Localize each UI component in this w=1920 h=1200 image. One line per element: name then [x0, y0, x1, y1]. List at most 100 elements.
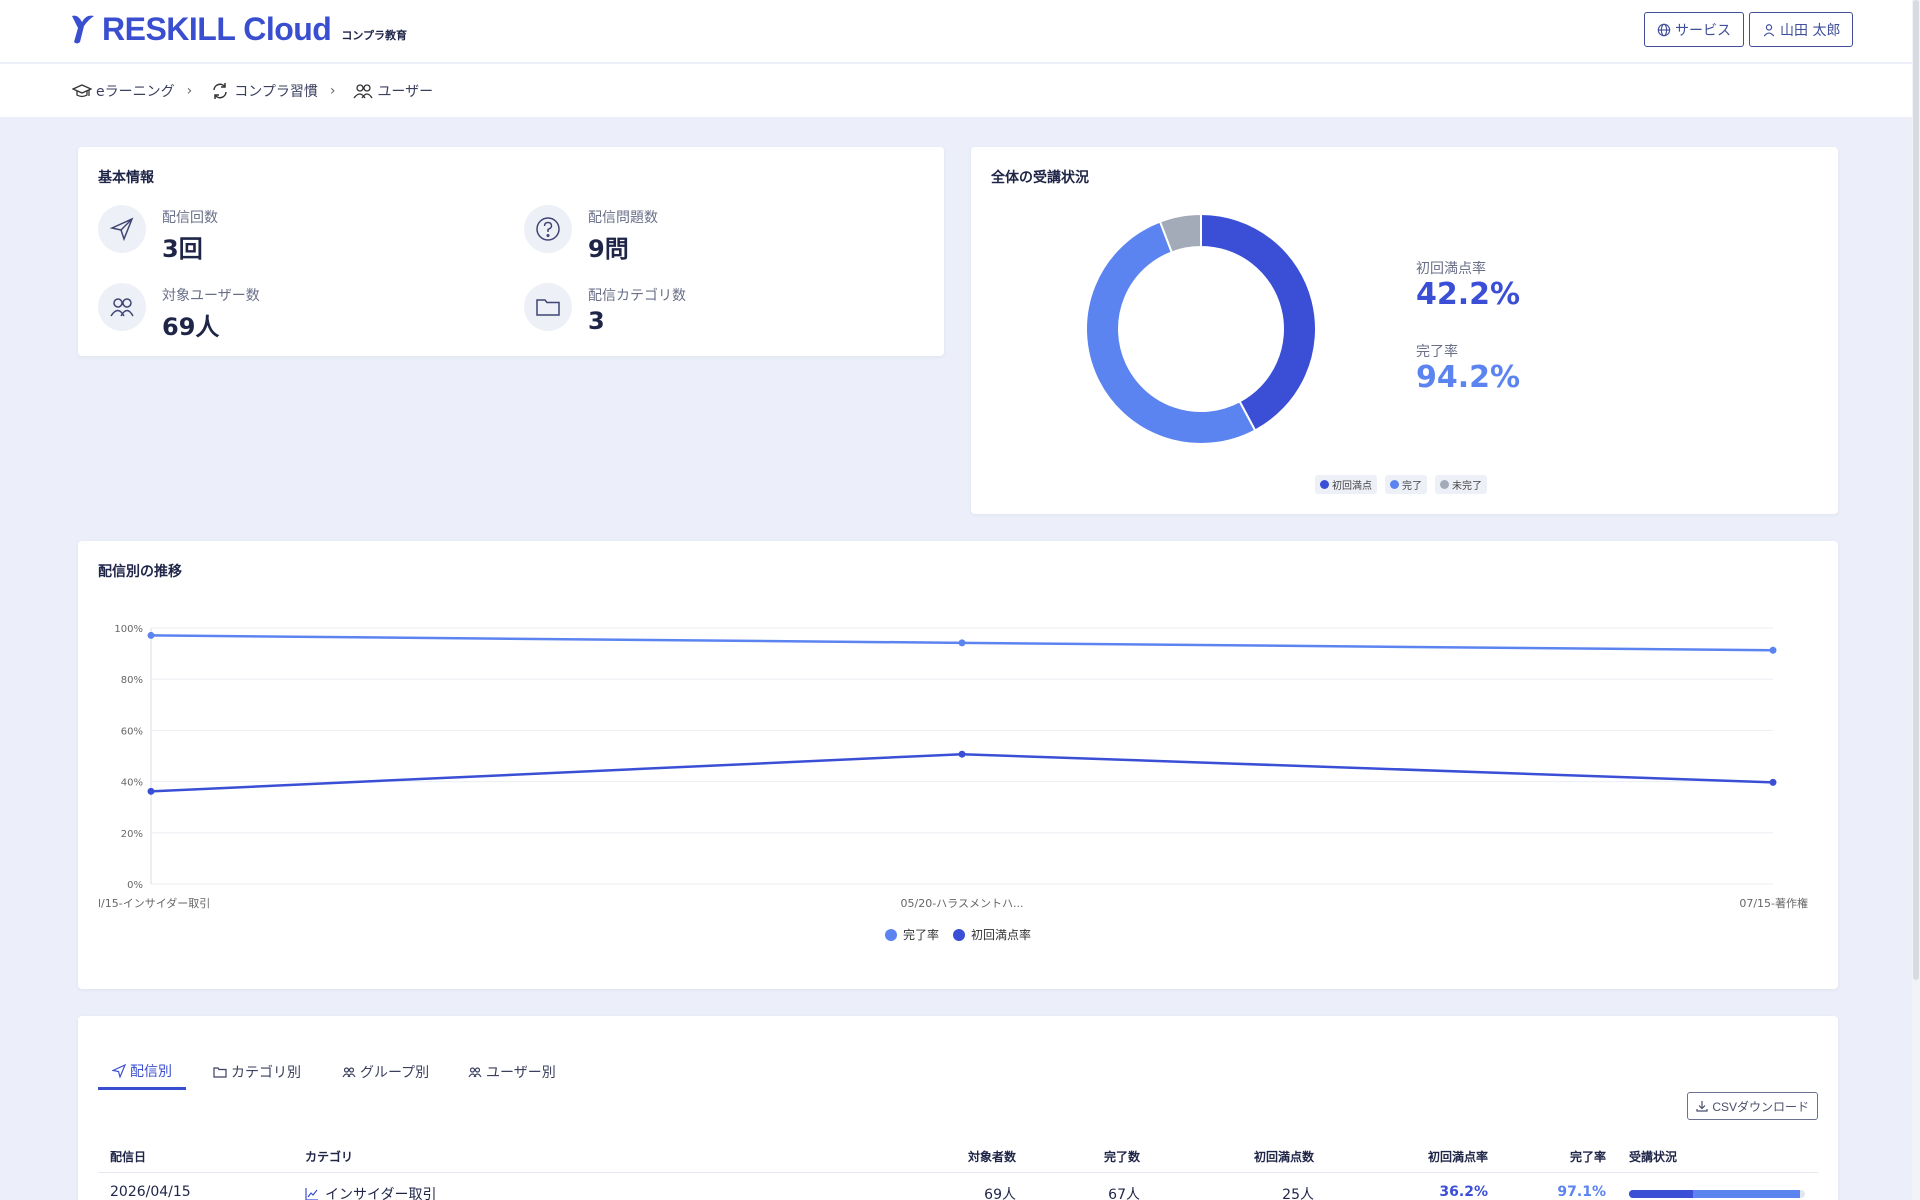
logo-text: RESKILL Cloud: [102, 11, 332, 47]
data-point[interactable]: [958, 639, 966, 647]
top-header: RESKILL Cloud コンプラ教育 サービス 山田 太郎: [0, 0, 1920, 63]
complete-value: 94.2%: [1416, 360, 1521, 395]
tab-by-user[interactable]: ユーザー別: [468, 1054, 556, 1090]
trending-up-icon: [305, 1188, 318, 1200]
stat-label: 対象ユーザー数: [162, 288, 260, 304]
users-icon: [468, 1067, 482, 1078]
legend-label: 完了率: [902, 928, 939, 942]
breadcrumb-compliance[interactable]: コンプラ習慣: [210, 81, 318, 101]
y-tick-label: 100%: [114, 624, 143, 635]
stat-value: 9問: [588, 235, 629, 263]
stat-target-users: 対象ユーザー数 69人: [98, 283, 260, 342]
basic-info-card: 基本情報 配信回数 3回 配信問題数 9問 対象ユーザー数 69人: [78, 147, 944, 356]
progress-first-perfect: [1629, 1190, 1693, 1198]
card-title: 基本情報: [98, 170, 154, 186]
donut-slice-complete[interactable]: [1085, 220, 1257, 445]
download-icon: [1696, 1101, 1708, 1112]
col-header-category[interactable]: カテゴリ: [305, 1150, 354, 1164]
users-icon: [342, 1067, 356, 1078]
cell-targets: 69人: [984, 1187, 1016, 1200]
stat-deliveries: 配信回数 3回: [98, 205, 218, 264]
legend-dot: [1390, 480, 1399, 489]
user-name: 山田 太郎: [1780, 22, 1841, 39]
breadcrumb-users[interactable]: ユーザー: [353, 81, 433, 101]
tab-label: グループ別: [360, 1065, 430, 1081]
col-header-date[interactable]: 配信日: [110, 1150, 147, 1164]
breadcrumb: eラーニング › コンプラ習慣 › ユーザー: [0, 64, 1920, 117]
scrollbar-track[interactable]: [1912, 0, 1920, 1200]
stat-value: 3回: [162, 235, 203, 263]
x-tick-label: l/15-インサイダー取引: [98, 896, 210, 910]
data-point[interactable]: [1769, 646, 1777, 654]
stat-value: 69人: [162, 313, 220, 341]
legend-dot: [1320, 480, 1329, 489]
data-point[interactable]: [1769, 778, 1777, 786]
trend-card: 配信別の推移 0% 20% 40% 60% 80% 100% l/15-インサイダー取引 05…: [78, 541, 1838, 989]
tab-by-category[interactable]: カテゴリ別: [213, 1054, 301, 1090]
y-tick-label: 0%: [127, 880, 143, 891]
legend-first-perfect[interactable]: 初回満点: [1315, 475, 1377, 494]
cell-complete-rate: 97.1%: [1557, 1184, 1606, 1200]
col-header-first-perfect[interactable]: 初回満点数: [1253, 1150, 1314, 1164]
scrollbar-thumb[interactable]: [1913, 0, 1919, 980]
legend-label: 初回満点率: [971, 928, 1032, 942]
user-menu-button[interactable]: 山田 太郎: [1749, 12, 1854, 47]
tab-by-group[interactable]: グループ別: [342, 1054, 429, 1090]
series-line-first-perfect-rate[interactable]: [150, 752, 1774, 793]
folder-icon: [524, 283, 572, 331]
users-icon: [98, 283, 146, 331]
stat-label: 配信回数: [162, 210, 218, 226]
logo[interactable]: RESKILL Cloud コンプラ教育: [68, 12, 407, 46]
stat-value: 3: [588, 307, 605, 335]
graduation-cap-icon: [72, 83, 92, 97]
tab-label: ユーザー別: [486, 1065, 556, 1081]
y-tick-label: 80%: [121, 675, 143, 686]
tab-by-delivery[interactable]: 配信別: [98, 1054, 186, 1090]
cell-date: 2026/04/15: [110, 1184, 191, 1200]
legend-incomplete[interactable]: 未完了: [1435, 475, 1487, 494]
cell-first-perfect: 25人: [1282, 1187, 1314, 1200]
y-tick-label: 60%: [121, 726, 143, 737]
breadcrumb-elearning[interactable]: eラーニング: [72, 81, 175, 101]
data-point[interactable]: [147, 787, 155, 795]
legend-first-perfect-rate[interactable]: 初回満点率: [953, 926, 1031, 943]
service-button[interactable]: サービス: [1644, 12, 1744, 47]
chevron-right-icon: ›: [329, 82, 336, 99]
col-header-first-perfect-rate[interactable]: 初回満点率: [1427, 1150, 1488, 1164]
tab-label: カテゴリ別: [231, 1065, 301, 1081]
col-header-targets[interactable]: 対象者数: [967, 1150, 1016, 1164]
csv-download-button[interactable]: CSVダウンロード: [1687, 1092, 1818, 1120]
send-icon: [112, 1063, 126, 1078]
data-point[interactable]: [147, 631, 155, 639]
breadcrumb-label: コンプラ習慣: [234, 83, 318, 100]
y-tick-label: 20%: [121, 829, 143, 840]
category-label: インサイダー取引: [325, 1187, 437, 1200]
donut-slice-first-perfect[interactable]: [1200, 212, 1317, 432]
donut-slice-incomplete[interactable]: [1158, 212, 1202, 254]
line-legend: 完了率 初回満点率: [78, 926, 1838, 943]
service-button-label: サービス: [1675, 22, 1731, 39]
question-icon: [524, 205, 572, 253]
table-card: 配信別 カテゴリ別 グループ別 ユーザー別 CSVダウンロード 配信日 カテゴリ…: [78, 1016, 1838, 1200]
logo-subtitle: コンプラ教育: [341, 29, 408, 42]
legend-complete[interactable]: 完了: [1385, 475, 1427, 494]
col-header-complete-rate[interactable]: 完了率: [1569, 1150, 1606, 1164]
refresh-icon: [213, 82, 227, 99]
data-point[interactable]: [958, 750, 966, 758]
breadcrumb-label: eラーニング: [96, 83, 175, 100]
col-header-completed[interactable]: 完了数: [1103, 1150, 1140, 1164]
globe-icon: [1657, 23, 1671, 36]
csv-button-label: CSVダウンロード: [1712, 1099, 1809, 1114]
line-chart: 0% 20% 40% 60% 80% 100% l/15-インサイダー取引 05/20-ハラス…: [98, 624, 1808, 910]
card-title: 全体の受講状況: [991, 170, 1089, 186]
legend-complete-rate[interactable]: 完了率: [884, 926, 939, 943]
breadcrumb-label: ユーザー: [377, 83, 434, 100]
cell-category[interactable]: インサイダー取引: [305, 1184, 436, 1200]
legend-dot: [884, 928, 897, 941]
first-perfect-label: 初回満点率: [1416, 261, 1486, 277]
legend-label: 未完了: [1452, 481, 1482, 492]
users-icon: [353, 83, 373, 98]
stat-questions: 配信問題数 9問: [524, 205, 658, 264]
stat-label: 配信カテゴリ数: [588, 288, 686, 304]
col-header-status[interactable]: 受講状況: [1629, 1150, 1678, 1164]
